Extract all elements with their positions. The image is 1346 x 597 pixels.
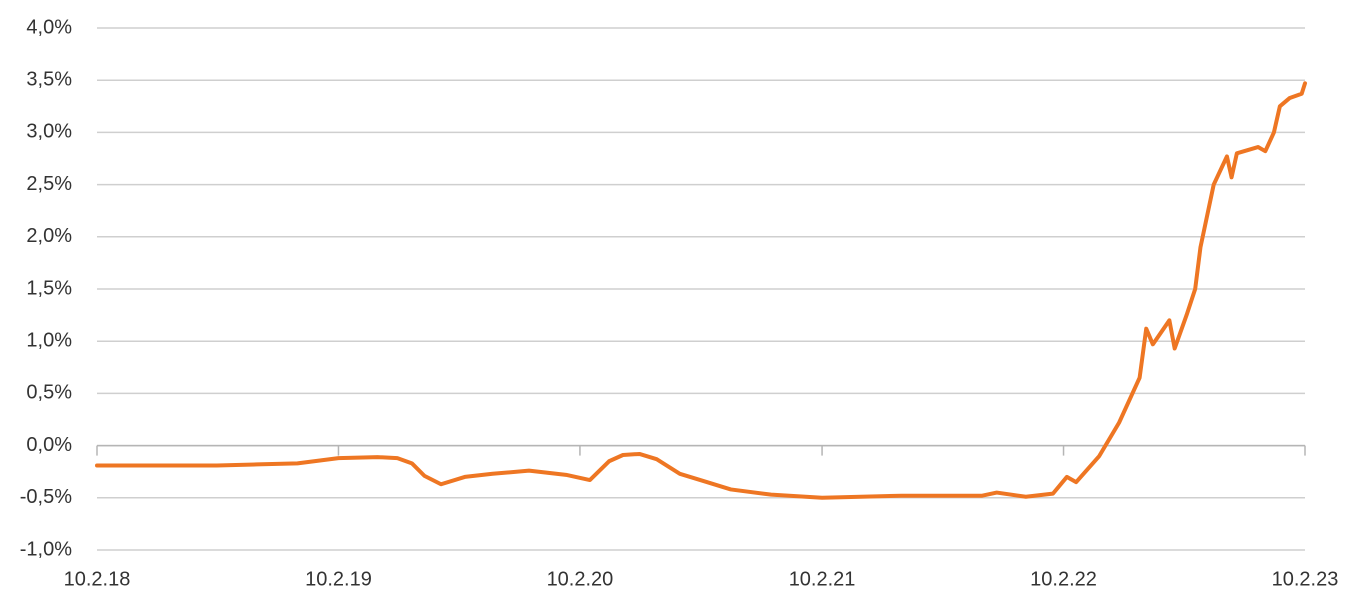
x-tick-label: 10.2.23 (1272, 568, 1339, 590)
y-tick-label: -1,0% (20, 538, 72, 560)
x-tick-label: 10.2.18 (64, 568, 131, 590)
y-tick-label: 3,5% (26, 68, 72, 90)
y-tick-label: 3,0% (26, 121, 72, 143)
line-series (95, 81, 1307, 500)
x-tick-label: 10.2.21 (789, 568, 856, 590)
x-tick-label: 10.2.22 (1030, 568, 1097, 590)
y-tick-label: -0,5% (20, 486, 72, 508)
x-tick-label: 10.2.20 (547, 568, 614, 590)
y-tick-label: 1,5% (26, 277, 72, 299)
y-tick-label: 1,0% (26, 329, 72, 351)
x-tick-label: 10.2.19 (305, 568, 372, 590)
y-tick-label: 2,0% (26, 225, 72, 247)
y-tick-label: 2,5% (26, 173, 72, 195)
y-tick-label: 0,0% (26, 434, 72, 456)
y-tick-label: 0,5% (26, 382, 72, 404)
y-tick-label: 4,0% (26, 16, 72, 38)
